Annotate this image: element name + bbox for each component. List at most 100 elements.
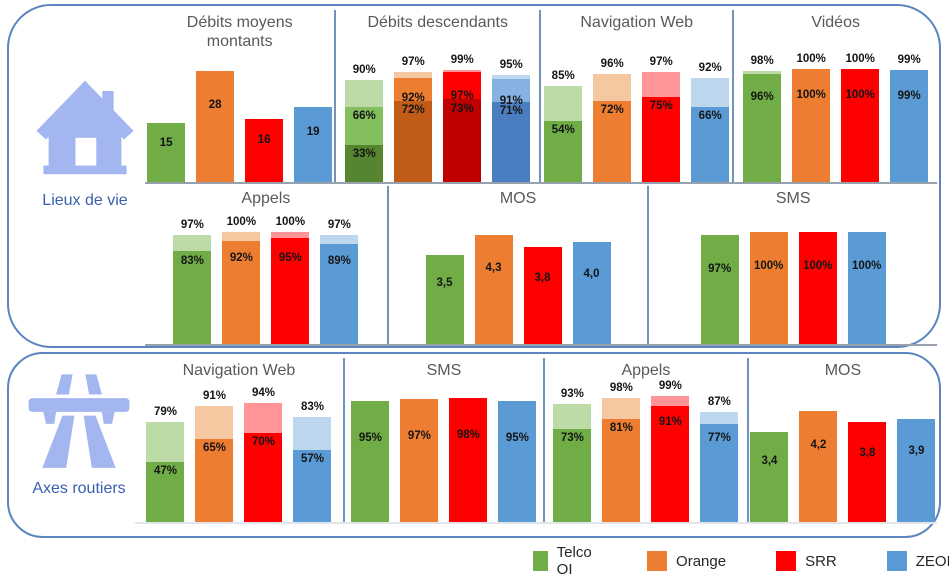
bar-value-label: 3,5 bbox=[436, 277, 453, 290]
bar-segment bbox=[351, 401, 390, 522]
bar-segment bbox=[523, 247, 562, 344]
bar-value-label: 65% bbox=[202, 442, 226, 455]
chart-appels: Appels 97% 83% 100% 92% 100% 95% 97% 89% bbox=[145, 186, 387, 344]
section-label-lieux-de-vie: Lieux de vie bbox=[42, 192, 128, 209]
chart-title: MOS bbox=[824, 362, 862, 379]
bar-segment bbox=[700, 235, 739, 344]
bar-value-label: 66% bbox=[698, 110, 722, 123]
legend-item-zeop: ZEOP bbox=[886, 551, 949, 571]
legend-item-telco-oi: Telco OI bbox=[533, 544, 597, 577]
bar-value-label: 71% bbox=[499, 104, 523, 117]
bar-value-label: 97% bbox=[450, 90, 474, 103]
bar-value-label: 97% bbox=[708, 262, 732, 275]
bar-telco_oi: 93% 73% bbox=[553, 388, 592, 522]
bar-top-label: 98% bbox=[750, 55, 774, 68]
bar-srr: 98% bbox=[449, 395, 488, 522]
bar-rect-telco_oi bbox=[173, 235, 212, 344]
bar-value-label: 47% bbox=[153, 465, 177, 478]
bar-value-label: 66% bbox=[352, 110, 376, 123]
chart-navigation-web: Navigation Web 79% 47% 91% 65% 94% 70% 83% 57% bbox=[135, 358, 343, 522]
bar-rect-srr bbox=[449, 397, 488, 522]
bar-segment bbox=[394, 100, 433, 182]
bar-srr: 100% bbox=[798, 232, 837, 344]
bar-segment bbox=[345, 144, 384, 182]
bar-rect-orange bbox=[195, 406, 234, 522]
bar-top-label: 97% bbox=[649, 56, 673, 69]
bar-value-label: 4,0 bbox=[583, 267, 600, 280]
bar-segment bbox=[320, 244, 359, 344]
bars-area: 79% 47% 91% 65% 94% 70% 83% 57% bbox=[135, 387, 343, 522]
bar-orange: 96% 72% bbox=[593, 58, 632, 182]
chart-title: SMS bbox=[775, 190, 811, 207]
bar-segment bbox=[492, 79, 531, 102]
bars-area: 3,4 4,2 3,8 3,9 bbox=[749, 395, 937, 522]
bar-srr: 99% 97% 73% bbox=[443, 54, 482, 182]
chart-row-top-2: Appels 97% 83% 100% 92% 100% 95% 97% 89% MOS 3,5 4,… bbox=[145, 186, 937, 346]
bar-value-label: 97% bbox=[407, 429, 431, 442]
bar-rect-orange bbox=[196, 71, 235, 182]
bar-telco_oi: 3,5 bbox=[425, 232, 464, 344]
bar-segment bbox=[245, 118, 284, 182]
bars-area: 93% 73% 98% 81% 99% 91% 87% 77% bbox=[545, 380, 747, 523]
bar-rect-orange bbox=[602, 397, 641, 523]
bar-srr: 16 bbox=[245, 69, 284, 182]
bar-zeop: 97% 89% bbox=[320, 219, 359, 344]
bar-srr: 3,8 bbox=[523, 232, 562, 344]
chart-sms: SMS 95% 97% 98% 95% bbox=[342, 358, 543, 522]
bar-top-label: 96% bbox=[600, 57, 624, 70]
chart-row-top-1: Débits moyens montants 15 28 16 19 Débits des… bbox=[145, 10, 937, 184]
bar-segment bbox=[544, 86, 583, 121]
bar-value-label: 100% bbox=[753, 260, 784, 272]
bar-segment bbox=[195, 439, 234, 522]
bar-top-label: 98% bbox=[609, 381, 633, 394]
bar-segment bbox=[642, 72, 681, 98]
bar-srr: 100% 95% bbox=[271, 216, 310, 344]
bars-area: 15 28 16 19 bbox=[145, 69, 334, 182]
bar-rect-zeop bbox=[320, 235, 359, 344]
bar-rect-telco_oi bbox=[147, 122, 186, 182]
bar-segment bbox=[749, 232, 788, 344]
chart-d-bits-descendants: Débits descendants 90% 66% 33% 97% 92% 72% 99% 9… bbox=[334, 10, 539, 182]
chart-d-bits-moyens-montants: Débits moyens montants 15 28 16 19 bbox=[145, 10, 334, 182]
chart-appels: Appels 93% 73% 98% 81% 99% 91% 87% 77% bbox=[542, 358, 747, 523]
bar-value-label: 98% bbox=[456, 428, 480, 441]
bar-top-label: 99% bbox=[450, 54, 474, 67]
bar-rect-srr bbox=[848, 421, 887, 522]
bar-segment bbox=[593, 73, 632, 101]
bar-segment bbox=[492, 74, 531, 80]
bar-segment bbox=[146, 462, 185, 522]
chart-navigation-web: Navigation Web 85% 54% 96% 72% 97% 75% 92% 66% bbox=[539, 10, 732, 182]
bar-segment bbox=[841, 69, 880, 182]
bar-rect-srr bbox=[523, 247, 562, 344]
bar-segment bbox=[799, 410, 838, 522]
bars-area: 97% 83% 100% 92% 100% 95% 97% 89% bbox=[145, 216, 387, 344]
bar-telco_oi: 15 bbox=[147, 69, 186, 182]
bar-segment bbox=[890, 70, 929, 182]
bar-telco_oi: 98% 96% bbox=[743, 55, 782, 182]
legend-item-srr: SRR bbox=[776, 551, 837, 571]
bar-segment bbox=[271, 237, 310, 344]
bar-srr: 99% 91% bbox=[651, 380, 690, 522]
bar-rect-telco_oi bbox=[544, 86, 583, 182]
bar-top-label: 100% bbox=[275, 216, 306, 228]
bar-rect-srr bbox=[245, 118, 284, 182]
bars-area: 85% 54% 96% 72% 97% 75% 92% 66% bbox=[541, 56, 732, 182]
bar-rect-orange bbox=[400, 398, 439, 522]
bar-segment bbox=[474, 234, 513, 344]
bars-area: 97% 100% 100% 100% bbox=[649, 232, 937, 344]
bars-area: 90% 66% 33% 97% 92% 72% 99% 97% 73% 95% 91% 71% bbox=[336, 54, 539, 182]
bar-segment bbox=[222, 232, 261, 241]
bar-value-label: 91% bbox=[658, 416, 682, 429]
bar-rect-orange bbox=[593, 73, 632, 182]
legend-label: SRR bbox=[805, 552, 837, 570]
bar-value-label: 81% bbox=[609, 422, 633, 435]
chart-sms: SMS 97% 100% 100% 100% bbox=[647, 186, 937, 344]
bar-value-label: 54% bbox=[551, 124, 575, 136]
chart-row-bottom-1: Navigation Web 79% 47% 91% 65% 94% 70% 83% 57% SM… bbox=[135, 358, 937, 524]
bar-rect-telco_oi bbox=[345, 80, 384, 182]
chart-title: MOS bbox=[499, 190, 537, 207]
bar-value-label: 72% bbox=[600, 103, 624, 116]
bar-value-label: 95% bbox=[278, 252, 302, 264]
bar-value-label: 83% bbox=[180, 255, 204, 268]
